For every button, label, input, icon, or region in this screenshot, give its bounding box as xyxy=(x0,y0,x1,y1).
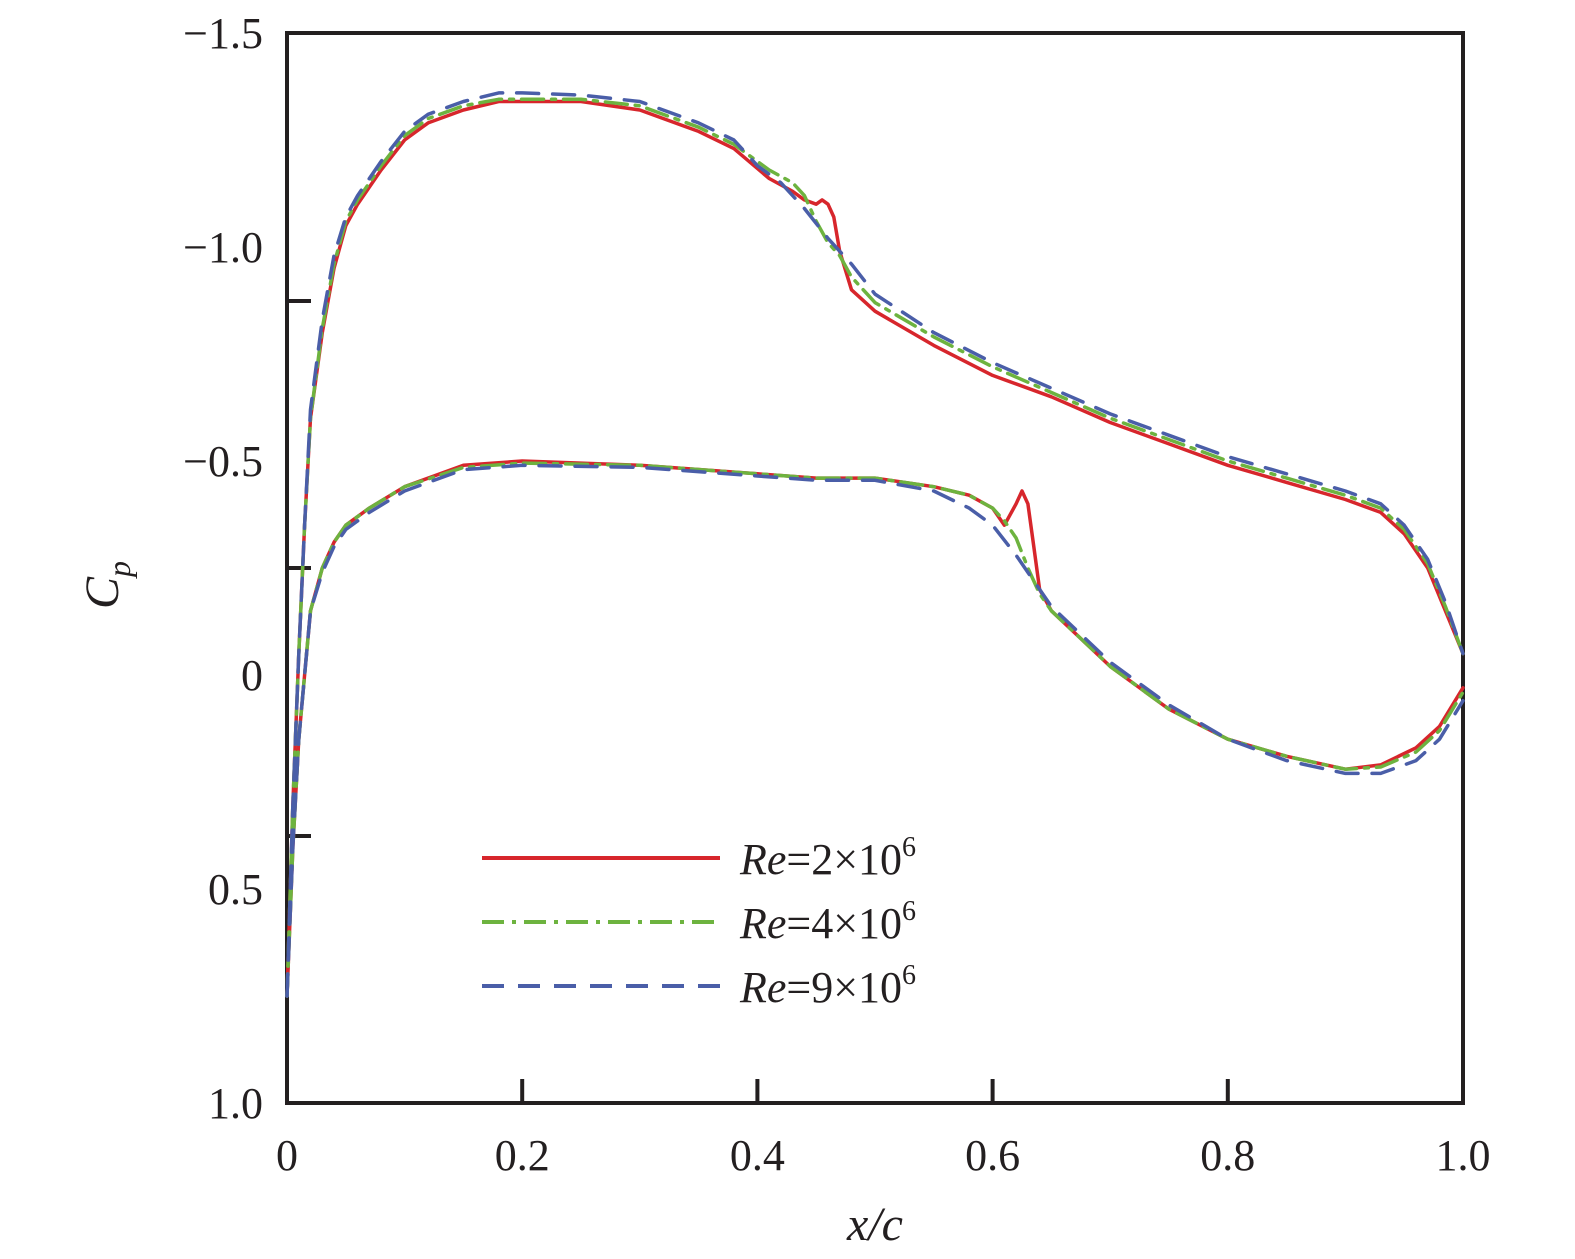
legend: Re=2×106 Re=4×106 Re=9×106 xyxy=(482,832,916,1012)
x-tick-label: 0.6 xyxy=(965,1131,1020,1180)
y-tick-label: 0 xyxy=(241,651,263,700)
series-line-lower xyxy=(285,461,1465,998)
y-axis-title-main: C xyxy=(76,576,129,609)
legend-label: Re=2×106 xyxy=(739,832,916,884)
series-lines xyxy=(285,91,1465,998)
axis-ticks xyxy=(520,1079,1230,1103)
y-axis-title-sub: p xyxy=(101,561,137,579)
x-tick-label: 0.2 xyxy=(495,1131,550,1180)
legend-label: Re=9×106 xyxy=(739,960,916,1012)
svg-text:Cp: Cp xyxy=(76,561,137,609)
y-tick-label: −1.0 xyxy=(183,223,263,272)
series-line-lower xyxy=(285,463,1465,998)
y-tick-label: −0.5 xyxy=(183,437,263,486)
series-line-upper xyxy=(285,97,1465,998)
y-tick-label: 1.0 xyxy=(208,1079,263,1128)
y-tick-label: −1.5 xyxy=(183,9,263,58)
y-axis-title: Cp xyxy=(76,561,137,609)
x-tick-labels: 0 0.2 0.4 0.6 0.8 1.0 xyxy=(276,1131,1491,1180)
x-tick-label: 0.4 xyxy=(730,1131,785,1180)
x-tick-label: 0.8 xyxy=(1200,1131,1255,1180)
x-tick-label: 0 xyxy=(276,1131,298,1180)
y-tick-label: 0.5 xyxy=(208,865,263,914)
x-axis-title: x/c xyxy=(846,1198,903,1251)
y-tick-labels: −1.5 −1.0 −0.5 0 0.5 1.0 xyxy=(183,9,263,1128)
legend-label: Re=4×106 xyxy=(739,896,916,948)
x-tick-label: 1.0 xyxy=(1436,1131,1491,1180)
series-line-upper xyxy=(285,91,1465,998)
